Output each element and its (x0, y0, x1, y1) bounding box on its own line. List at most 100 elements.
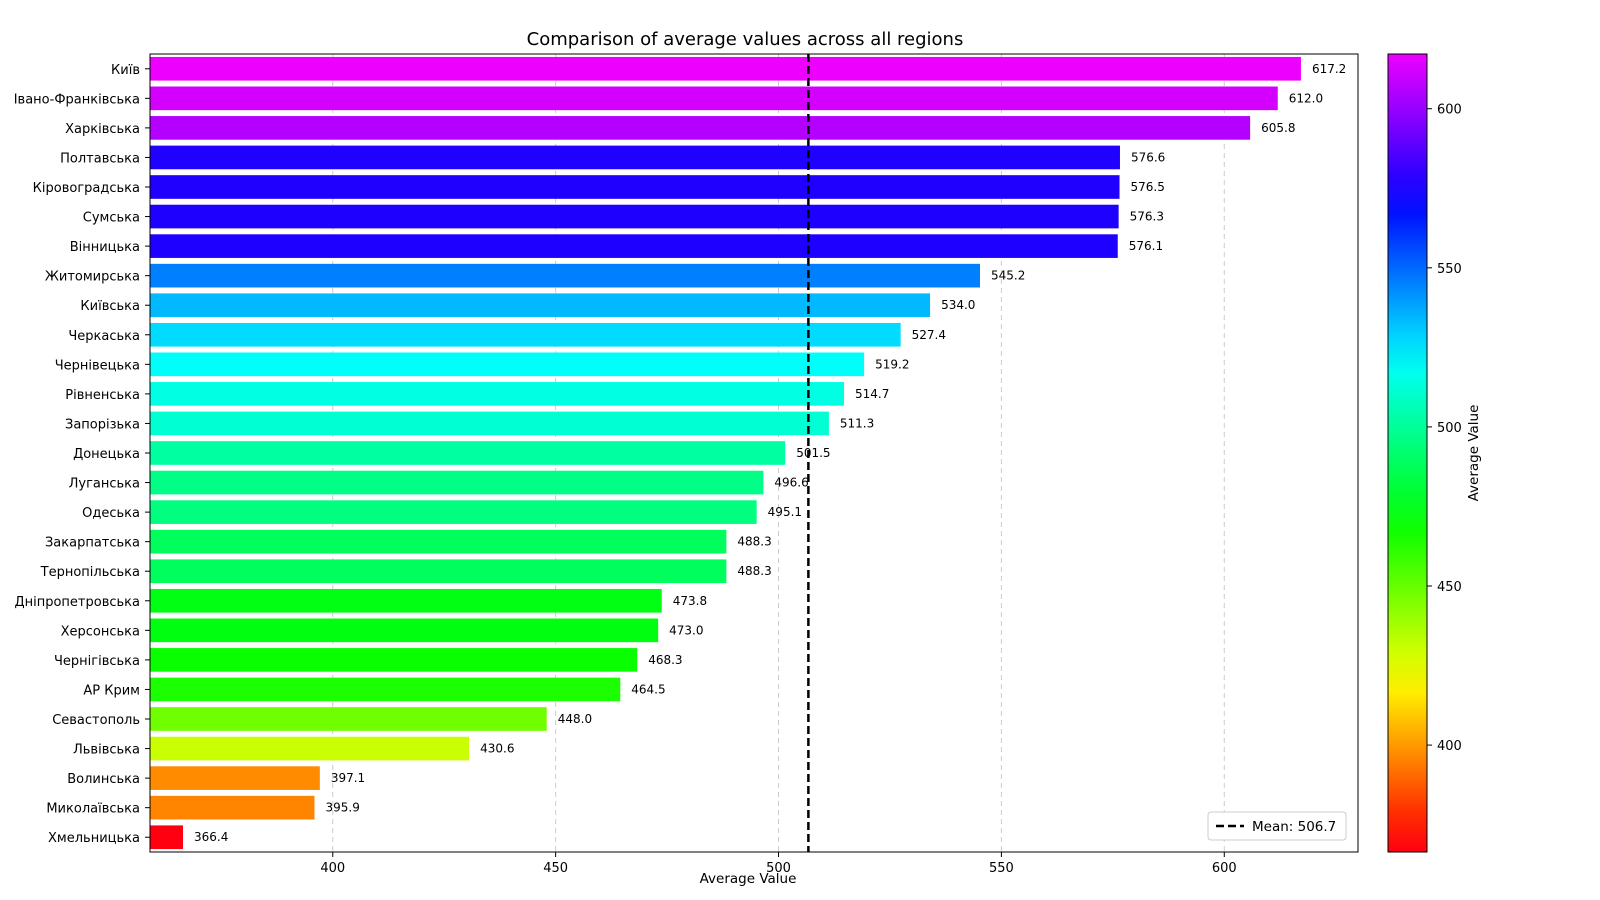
y-tick-label: Сумська (83, 211, 140, 226)
bar-value-label: 464.5 (631, 682, 665, 696)
colorbar-gradient (1387, 53, 1428, 853)
x-tick-label: 400 (320, 861, 345, 876)
bar-value-label: 448.0 (558, 712, 592, 726)
bar (150, 766, 320, 790)
bar-value-label: 576.6 (1131, 150, 1165, 164)
bar-value-label: 612.0 (1289, 91, 1323, 105)
colorbar: 400 450 500 550 600 Average Value (1387, 53, 1482, 853)
chart-title: Comparison of average values across all … (527, 29, 964, 50)
bar-value-label: 496.6 (774, 476, 808, 490)
bar-value-label: 576.5 (1131, 180, 1165, 194)
bar-value-label: 430.6 (480, 742, 514, 756)
y-tick-label: Київська (80, 299, 140, 314)
bar (150, 795, 315, 820)
bar-value-label: 545.2 (991, 269, 1025, 283)
y-tick-label: Рівненська (65, 388, 140, 403)
bar (150, 441, 786, 465)
y-tick-label: Дніпропетровська (14, 595, 140, 610)
y-tick-label: Одеська (82, 506, 140, 521)
x-tick-label: 500 (766, 861, 791, 876)
bar (150, 204, 1119, 229)
y-tick-label: Миколаївська (46, 802, 140, 817)
y-tick-label: Закарпатська (45, 536, 140, 551)
bar-value-label: 519.2 (875, 357, 909, 371)
y-tick-label: Черкаська (68, 329, 140, 344)
x-tick-label: 450 (543, 861, 568, 876)
y-tick-label: Запорізька (65, 417, 140, 432)
bar (150, 293, 931, 318)
bar (150, 145, 1120, 170)
y-tick-label: Вінницька (70, 240, 140, 255)
y-tick-label: Севастополь (52, 713, 140, 728)
bar (150, 588, 662, 613)
bar (150, 825, 183, 850)
colorbar-ticks: 400 450 500 550 600 (1427, 103, 1462, 754)
x-tick-label: 550 (989, 861, 1014, 876)
bar-value-labels: 617.2 612.0 605.8 576.6 576.5 576.3 576.1 545.2… (194, 62, 1346, 844)
y-axis-ticks: Київ Івано-Франківська Харківська Полтавськ… (14, 63, 150, 846)
bar (150, 116, 1251, 140)
bar (150, 322, 901, 347)
y-tick-label: Донецька (73, 447, 140, 462)
y-tick-label: Херсонська (61, 624, 140, 639)
y-tick-label: Івано-Франківська (14, 92, 140, 107)
colorbar-label: Average Value (1466, 405, 1482, 502)
y-tick-label: Чернівецька (55, 358, 140, 373)
y-tick-label: Луганська (69, 477, 140, 492)
y-tick-label: Хмельницька (48, 831, 140, 846)
bar-value-label: 473.0 (669, 623, 703, 637)
bar (150, 382, 845, 406)
y-tick-label: Волинська (67, 772, 140, 787)
bar-value-label: 397.1 (331, 771, 365, 785)
bar-value-label: 534.0 (941, 298, 975, 312)
bar-value-label: 501.5 (796, 446, 830, 460)
bar (150, 175, 1120, 199)
bar-value-label: 511.3 (840, 416, 874, 430)
bar-value-label: 488.3 (737, 535, 771, 549)
bar-value-label: 527.4 (912, 328, 946, 342)
bar (150, 56, 1301, 81)
bar (150, 559, 727, 584)
legend-mean-label: Mean: 506.7 (1252, 819, 1336, 835)
bar (150, 411, 829, 436)
y-tick-label: Львівська (73, 743, 140, 758)
bar (150, 677, 621, 702)
colorbar-tick-label: 550 (1437, 262, 1462, 277)
bars (150, 56, 1301, 850)
y-tick-label: АР Крим (83, 683, 140, 698)
y-tick-label: Київ (111, 63, 140, 78)
y-tick-label: Тернопільська (40, 565, 140, 580)
bar-value-label: 473.8 (673, 594, 707, 608)
bar (150, 648, 638, 672)
bar (150, 86, 1278, 111)
legend-box (1207, 811, 1347, 841)
bar (150, 529, 727, 554)
y-tick-label: Харківська (65, 122, 140, 137)
bar-value-label: 488.3 (737, 564, 771, 578)
bar (150, 470, 764, 495)
legend: Mean: 506.7 (1207, 811, 1347, 841)
colorbar-tick-label: 450 (1437, 580, 1462, 595)
bar (150, 263, 980, 288)
bar-value-label: 366.4 (194, 830, 228, 844)
bar-value-label: 617.2 (1312, 62, 1346, 76)
x-tick-label: 600 (1212, 861, 1237, 876)
bar-value-label: 495.1 (768, 505, 802, 519)
x-axis-ticks: 400 450 500 550 600 (320, 852, 1237, 876)
y-tick-label: Чернігівська (54, 654, 140, 669)
bar-value-label: 468.3 (648, 653, 682, 667)
bar (150, 352, 865, 377)
bar-value-label: 605.8 (1261, 121, 1295, 135)
y-tick-label: Житомирська (45, 270, 140, 285)
bar (150, 618, 659, 643)
bar-value-label: 514.7 (855, 387, 889, 401)
x-axis-label: Average Value (700, 871, 797, 887)
bar-value-label: 576.1 (1129, 239, 1163, 253)
bar-value-label: 576.3 (1130, 210, 1164, 224)
y-tick-label: Кіровоградська (33, 181, 140, 196)
colorbar-tick-label: 500 (1437, 421, 1462, 436)
colorbar-tick-label: 400 (1437, 739, 1462, 754)
bar (150, 707, 547, 731)
bar-value-label: 395.9 (325, 801, 359, 815)
